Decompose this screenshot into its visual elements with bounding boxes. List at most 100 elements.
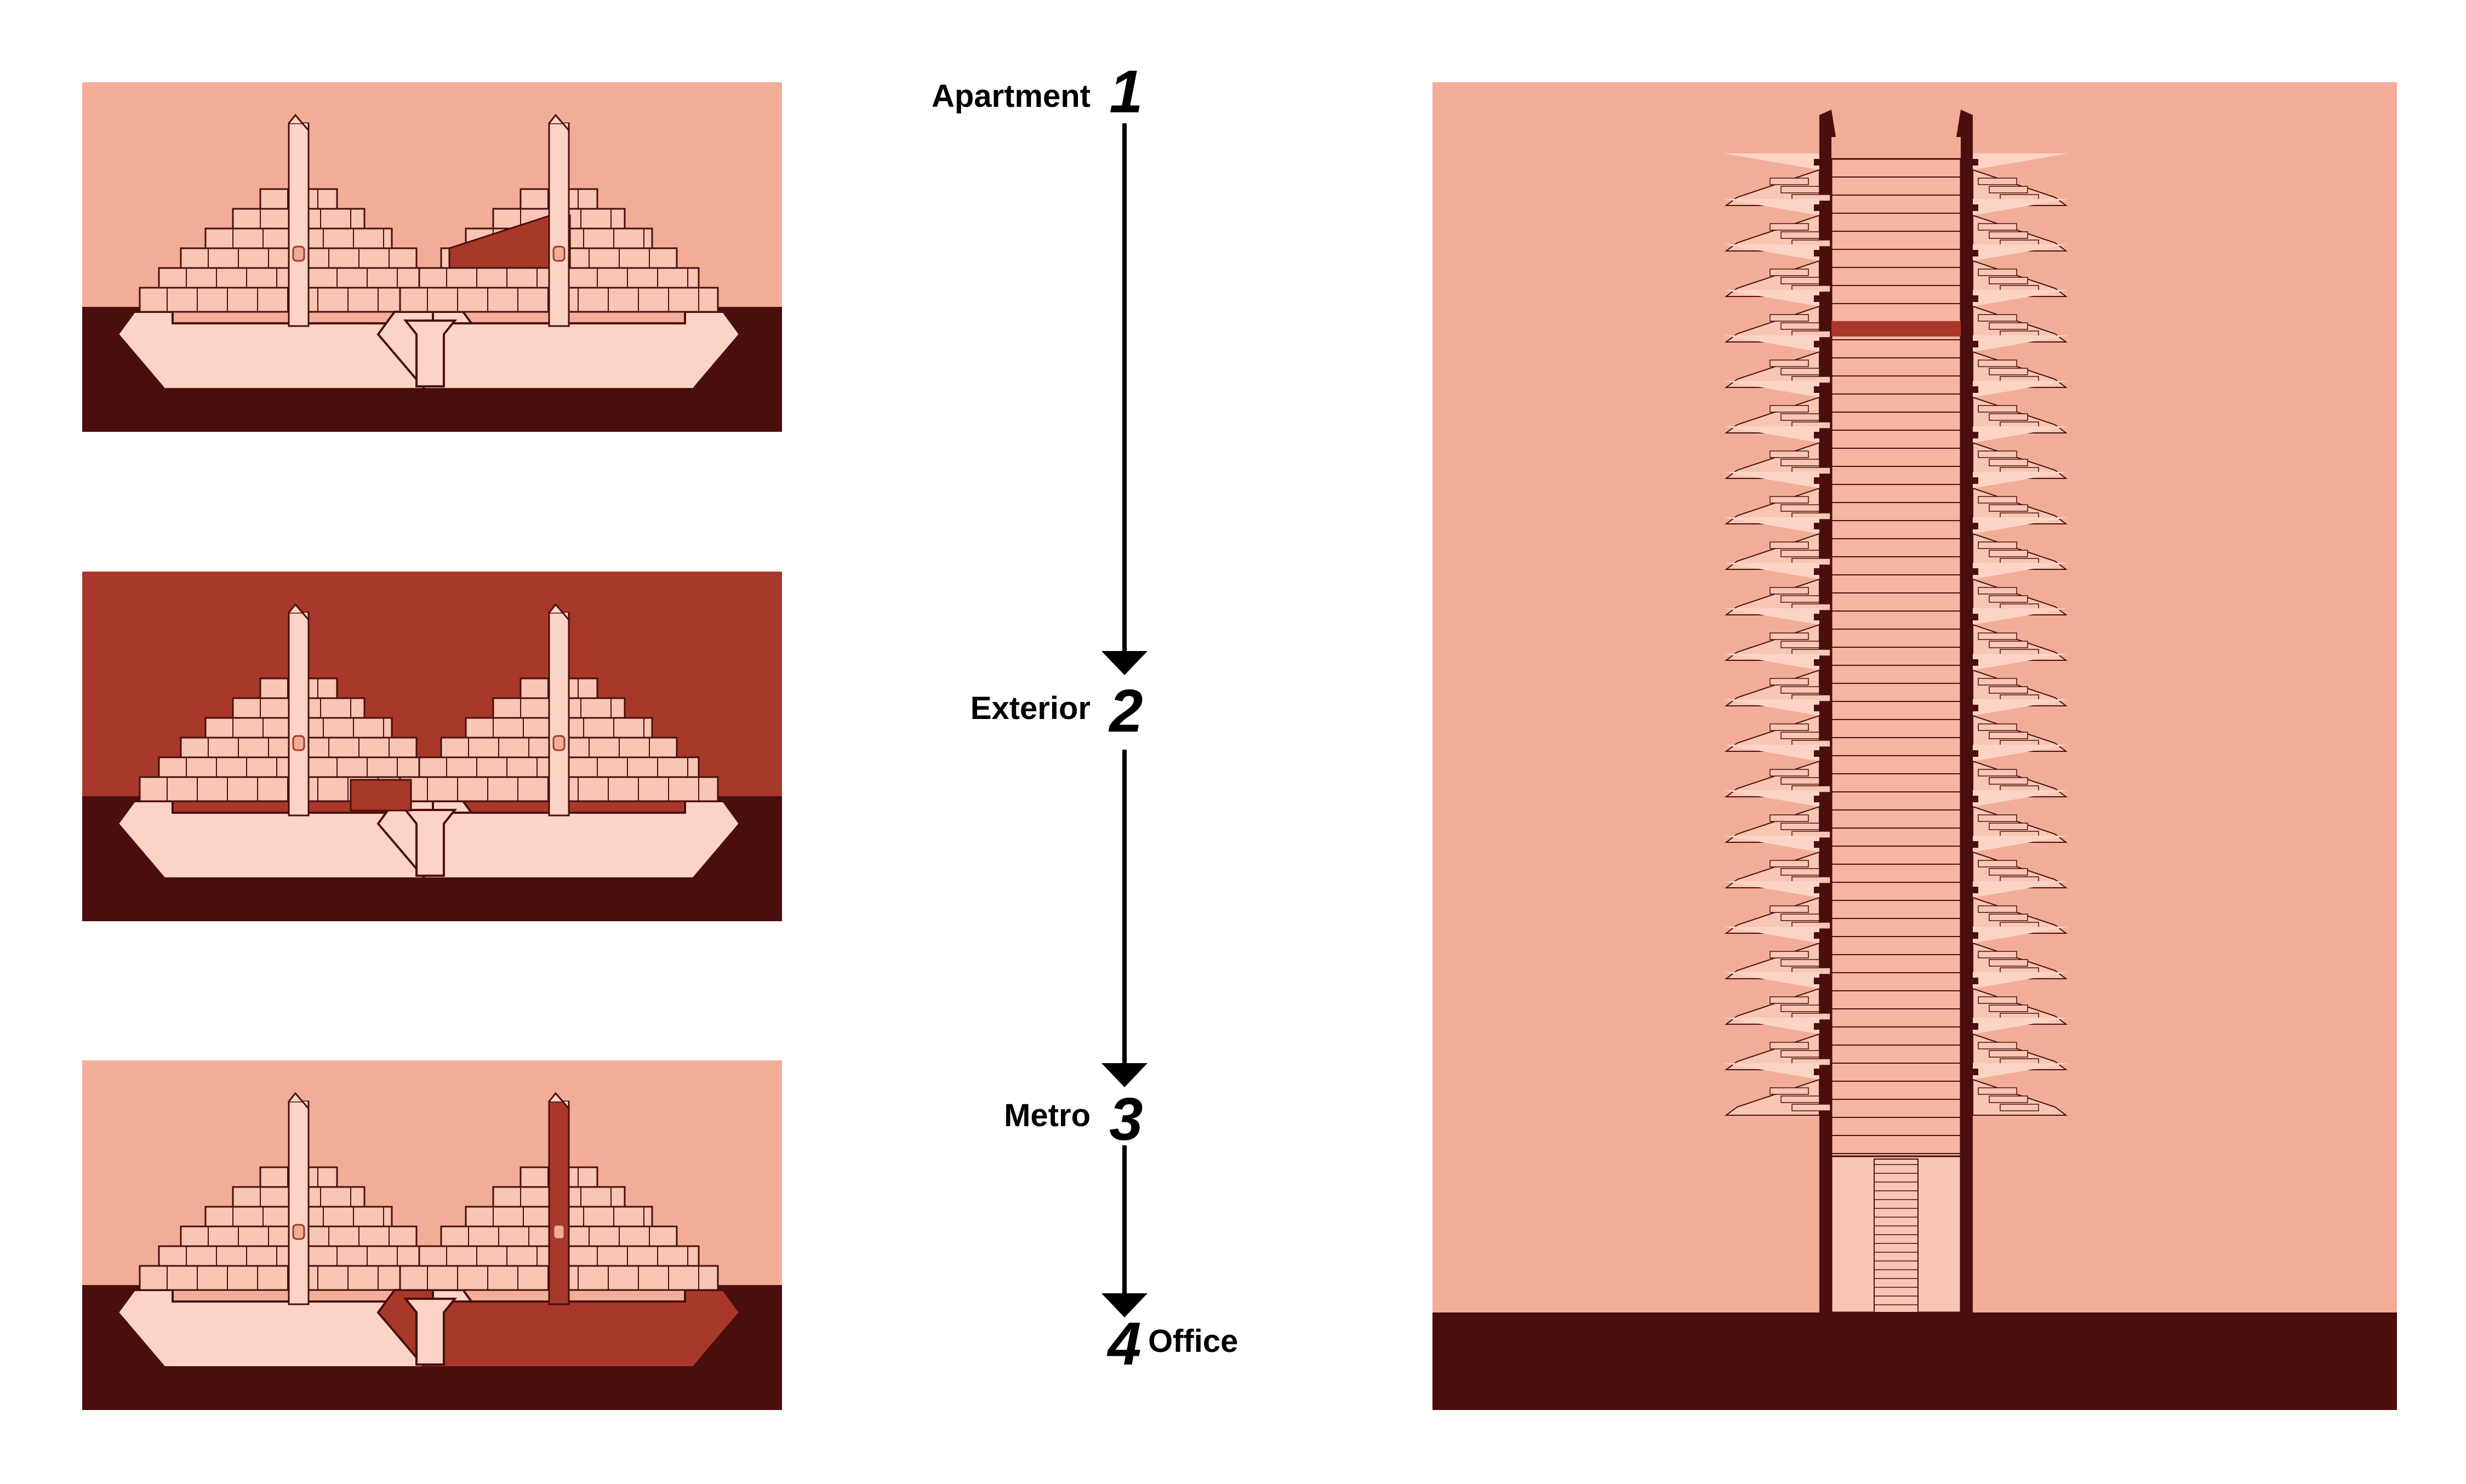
terrace-left	[1723, 472, 1831, 524]
terrace-bracket	[1814, 796, 1819, 802]
buildings-group	[116, 113, 741, 390]
terrace-right	[1972, 426, 2069, 479]
terrace-glazing	[1973, 699, 2069, 716]
terrace-step	[1989, 322, 2028, 330]
terrace-bracket	[1973, 796, 1978, 802]
terrace-step	[1989, 732, 2028, 739]
terrace-glazing	[1973, 517, 2069, 534]
terrace-step	[1780, 1050, 1820, 1058]
terrace-step	[1780, 322, 1820, 330]
elevator-core	[548, 122, 570, 327]
terrace-left	[1723, 381, 1831, 433]
terrace-step	[1978, 632, 2017, 640]
step-3-number: 3	[1109, 1086, 1143, 1153]
terrace-glazing	[1723, 290, 1819, 306]
step-2-number: 2	[1108, 677, 1143, 745]
elevator-core	[288, 612, 310, 817]
terrace-bracket	[1973, 295, 1978, 302]
step-2-label: Exterior	[971, 690, 1091, 726]
core-top	[548, 1092, 570, 1111]
terrace-left	[1723, 563, 1831, 615]
terrace-glazing	[1723, 699, 1819, 716]
terrace-step	[1780, 368, 1820, 375]
terrace-step	[1769, 587, 1809, 595]
terrace-step	[1989, 1095, 2028, 1103]
terrace-glazing	[1723, 790, 1819, 807]
tower-left-column	[1819, 115, 1831, 1312]
terrace-step	[1780, 595, 1820, 603]
terrace-bracket	[1973, 614, 1978, 620]
terrace-bracket	[1973, 341, 1978, 347]
tower-highlighted-floor	[1831, 321, 1961, 336]
terrace-glazing	[1723, 745, 1819, 761]
terrace-step	[1769, 678, 1809, 686]
terrace-bracket	[1973, 1023, 1978, 1030]
terrace-glazing	[1973, 244, 2069, 261]
core-top	[288, 1092, 310, 1111]
terrace-step	[1780, 231, 1820, 239]
terrace-glazing	[1973, 199, 2069, 215]
terrace-step	[1989, 595, 2028, 603]
terrace-step	[1780, 823, 1820, 830]
terrace-bracket	[1973, 750, 1978, 757]
terrace-step	[1989, 777, 2028, 785]
elevator-cab	[552, 735, 566, 751]
terrace-glazing	[1973, 927, 2069, 943]
terrace-bracket	[1973, 841, 1978, 848]
terrace-step	[1780, 459, 1820, 466]
terrace-bracket	[1814, 705, 1819, 711]
terrace-bracket	[1814, 159, 1819, 165]
terrace-bracket	[1814, 750, 1819, 757]
terrace-right	[1972, 244, 2069, 297]
terrace-step	[1769, 359, 1809, 367]
terrace-glazing	[1723, 244, 1819, 261]
terrace-right	[1972, 335, 2069, 388]
terrace-step	[1769, 996, 1809, 1004]
terrace-bracket	[1814, 432, 1819, 438]
terrace-glazing	[1723, 563, 1819, 579]
terrace-step	[1769, 723, 1809, 731]
terrace-glazing	[1973, 608, 2069, 625]
elevator-cab	[552, 246, 566, 262]
terrace-bracket	[1814, 204, 1819, 211]
terrace-step	[1780, 641, 1820, 648]
terrace-bracket	[1814, 386, 1819, 393]
tower-right-spire	[1956, 110, 1973, 137]
terrace-glazing	[1973, 972, 2069, 989]
step-3-label: Metro	[1004, 1098, 1091, 1133]
buildings-group	[116, 603, 741, 880]
terrace-step	[1769, 314, 1809, 322]
terrace-bracket	[1814, 978, 1819, 984]
terrace-step	[1978, 405, 2017, 413]
terrace-step	[1780, 550, 1820, 557]
terrace-step	[1989, 277, 2028, 284]
arrowhead-icon	[1101, 651, 1148, 675]
terrace-glazing	[1973, 290, 2069, 306]
terrace-left	[1723, 426, 1831, 479]
terrace-step	[1989, 550, 2028, 557]
terrace-step	[1989, 686, 2028, 694]
terrace-left	[1723, 335, 1831, 388]
elevator-cab	[292, 735, 305, 751]
terrace-step	[1978, 723, 2017, 731]
section-panel-2	[82, 572, 782, 921]
terrace-step	[1978, 541, 2017, 549]
terrace-glazing	[1723, 654, 1819, 670]
terrace-bracket	[1973, 978, 1978, 984]
terrace-glazing	[1723, 153, 1819, 170]
terrace-right	[1972, 153, 2069, 206]
terrace-glazing	[1973, 472, 2069, 488]
terrace-step	[1978, 178, 2017, 185]
terrace-step	[1989, 914, 2028, 921]
terrace-left	[1723, 1063, 1831, 1116]
terrace-step	[1978, 996, 2017, 1004]
terrace-step	[1989, 1050, 2028, 1058]
terrace-step	[1791, 1104, 1831, 1111]
terrace-bracket	[1814, 887, 1819, 893]
elevator-core	[288, 122, 310, 327]
terrace-step	[1769, 405, 1809, 413]
terrace-bracket	[1814, 659, 1819, 666]
terrace-step	[1780, 1095, 1820, 1103]
terrace-glazing	[1723, 836, 1819, 852]
